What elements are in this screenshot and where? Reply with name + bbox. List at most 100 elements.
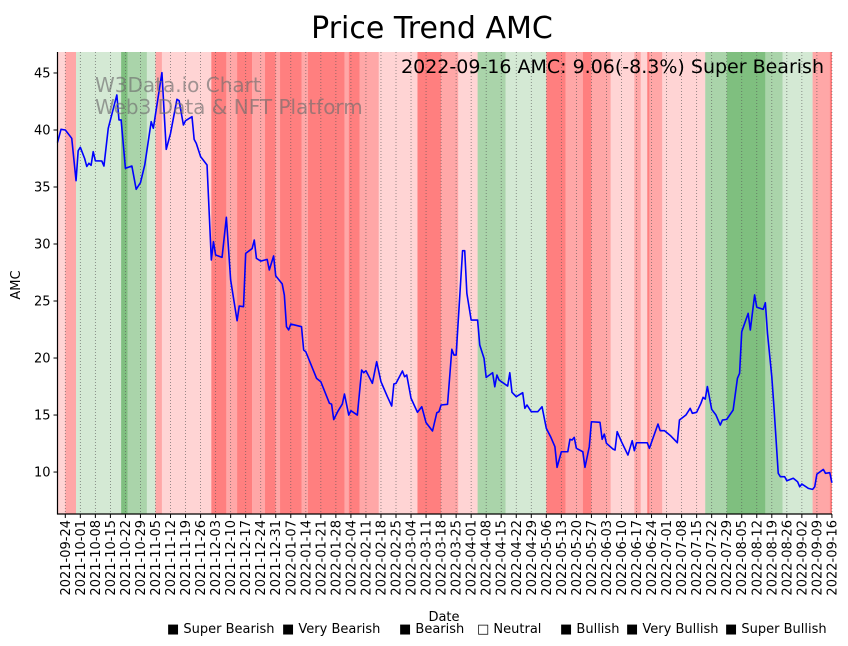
x-tick-label: 2022-01-14	[299, 520, 314, 596]
x-tick-label: 2022-09-16	[825, 520, 840, 596]
y-tick-label: 40	[34, 123, 51, 138]
x-tick-label: 2022-04-22	[510, 520, 525, 596]
band-super-bearish	[417, 52, 442, 514]
legend-label: Super Bullish	[741, 622, 826, 637]
x-tick-label: 2022-02-25	[389, 520, 404, 596]
legend-entry: ■ Bullish	[560, 622, 619, 637]
legend-label: Bullish	[576, 622, 619, 637]
band-bullish	[76, 52, 122, 514]
band-very-bearish	[344, 52, 349, 514]
legend: ■ Super Bearish ■ Very Bearish ■ Bearish □ …	[167, 622, 827, 637]
x-tick-label: 2022-02-11	[359, 520, 374, 596]
band-very-bullish	[705, 52, 727, 514]
band-super-bearish	[307, 52, 345, 514]
y-tick-label: 35	[34, 180, 51, 195]
band-bullish	[782, 52, 813, 514]
x-tick-label: 2022-03-11	[420, 520, 435, 596]
watermark-line-1: W3Data.io Chart	[95, 73, 261, 97]
band-very-bearish	[441, 52, 459, 514]
x-tick-label: 2021-10-08	[89, 520, 104, 596]
filled-square-icon: ■	[725, 622, 741, 637]
x-tick-label: 2021-12-24	[254, 520, 269, 596]
x-tick-label: 2022-03-18	[435, 520, 450, 596]
band-very-bearish	[591, 52, 611, 514]
x-tick-label: 2022-07-15	[690, 520, 705, 596]
x-tick-label: 2022-05-27	[585, 520, 600, 596]
band-bullish	[146, 52, 156, 514]
legend-entry: ■ Very Bullish	[626, 622, 718, 637]
band-super-bullish	[726, 52, 766, 514]
x-tick-label: 2022-05-13	[555, 520, 570, 596]
x-tick-label: 2021-11-12	[164, 520, 179, 596]
x-tick-label: 2021-12-17	[239, 520, 254, 596]
x-tick-label: 2022-09-02	[795, 520, 810, 596]
price-series	[56, 71, 833, 491]
x-tick-label: 2022-02-18	[374, 520, 389, 596]
y-tick-label: 20	[34, 352, 51, 367]
y-tick-label: 30	[34, 238, 51, 253]
x-tick-label: 2022-07-08	[675, 520, 690, 596]
y-tick-label: 45	[34, 66, 51, 81]
x-tick-label: 2021-10-01	[74, 520, 89, 596]
x-tick-label: 2022-09-09	[810, 520, 825, 596]
x-tick-label: 2022-06-03	[600, 520, 615, 596]
x-tick-label: 2021-09-24	[59, 520, 74, 596]
x-tick-label: 2022-04-01	[465, 520, 480, 596]
legend-item-bearish: ■ Bearish	[399, 622, 464, 637]
x-tick-label: 2022-03-25	[450, 520, 465, 596]
x-tick-label: 2022-04-15	[495, 520, 510, 596]
legend-entry: ■ Very Bearish	[282, 622, 380, 637]
band-very-bearish	[812, 52, 830, 514]
x-tick-label: 2021-12-10	[224, 520, 239, 596]
band-bearish	[378, 52, 418, 514]
legend-item-neutral: □ Neutral	[477, 622, 541, 637]
band-super-bearish	[265, 52, 276, 514]
legend-item-super-bearish: ■ Super Bearish	[167, 622, 275, 637]
x-tick-label: 2022-08-26	[780, 520, 795, 596]
band-bearish	[610, 52, 635, 514]
filled-square-icon: ■	[399, 622, 415, 637]
x-tick-label: 2021-12-03	[209, 520, 224, 596]
x-axis-ticks: 2021-09-24 2021-10-01 2021-10-08 2021-10-15…	[59, 514, 840, 596]
y-axis-ticks: 10 15 20 25 30 35 40 45	[34, 66, 58, 481]
x-tick-label: 2022-06-10	[615, 520, 630, 596]
x-gridlines	[64, 52, 833, 514]
chart-title: Price Trend AMC	[311, 11, 553, 46]
band-very-bearish	[565, 52, 583, 514]
x-tick-label: 2021-10-29	[134, 520, 149, 596]
band-super-bearish	[348, 52, 360, 514]
y-tick-label: 25	[34, 295, 51, 310]
legend-item-very-bullish: ■ Very Bullish	[626, 622, 718, 637]
watermark: W3Data.io Chart Web3 Data & NFT Platform	[95, 73, 363, 119]
y-tick-label: 15	[34, 409, 51, 424]
legend-item-bullish: ■ Bullish	[560, 622, 619, 637]
filled-square-icon: ■	[167, 622, 183, 637]
band-super-bearish	[829, 52, 832, 514]
legend-entry: ■ Super Bearish	[167, 622, 275, 637]
filled-square-icon: ■	[282, 622, 298, 637]
x-tick-label: 2022-08-12	[750, 520, 765, 596]
x-tick-label: 2021-11-05	[149, 520, 164, 596]
band-bearish	[57, 52, 66, 514]
filled-square-icon: ■	[626, 622, 642, 637]
x-tick-label: 2021-10-22	[119, 520, 134, 596]
x-tick-label: 2022-08-05	[735, 520, 750, 596]
legend-entry: ■ Super Bullish	[725, 622, 827, 637]
x-tick-label: 2021-11-26	[194, 520, 209, 596]
x-tick-label: 2022-01-28	[329, 520, 344, 596]
band-bearish	[458, 52, 478, 514]
x-tick-label: 2022-06-24	[645, 520, 660, 596]
band-very-bullish	[765, 52, 783, 514]
x-tick-label: 2022-03-04	[405, 520, 420, 596]
band-very-bullish	[127, 52, 147, 514]
legend-label: Very Bearish	[298, 622, 380, 637]
band-very-bearish	[65, 52, 77, 514]
empty-square-icon: □	[477, 622, 493, 637]
y-tick-label: 10	[34, 466, 51, 481]
x-tick-label: 2022-04-08	[480, 520, 495, 596]
band-super-bearish	[211, 52, 227, 514]
legend-item-super-bullish: ■ Super Bullish	[725, 622, 827, 637]
band-very-bearish	[155, 52, 162, 514]
band-very-bearish	[634, 52, 641, 514]
